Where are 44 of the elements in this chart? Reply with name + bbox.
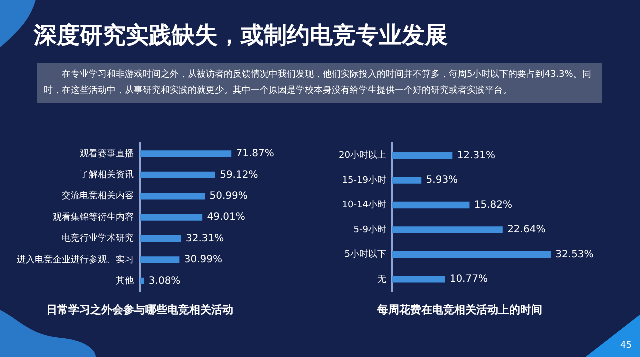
y-tick-label: 进入电竞企业进行参观、实习 bbox=[17, 254, 134, 266]
bar bbox=[392, 226, 503, 234]
bar bbox=[140, 278, 144, 285]
y-tick-label: 10-14小时 bbox=[342, 200, 386, 211]
y-tick-label: 5小时以下 bbox=[344, 249, 386, 260]
y-tick-label: 5-9小时 bbox=[354, 224, 386, 236]
data-label: 59.12% bbox=[220, 170, 258, 181]
bar bbox=[392, 276, 446, 283]
text: 45 bbox=[620, 341, 632, 351]
bar bbox=[392, 177, 422, 184]
y-tick-label: 15-19小时 bbox=[342, 174, 386, 186]
bar bbox=[140, 150, 232, 158]
data-label: 22.64% bbox=[508, 224, 546, 236]
data-label: 30.99% bbox=[184, 254, 222, 266]
data-label: 32.53% bbox=[556, 249, 594, 260]
bar bbox=[392, 251, 551, 258]
text: 日常学习之外会参与哪些电竞相关活动 bbox=[46, 303, 234, 316]
y-tick-label: 了解相关资讯 bbox=[80, 170, 134, 181]
text: 在专业学习和非游戏时间之外，从被访者的反馈情况中我们发现，他们实际投入的时间并不算多，每周5小时以下的要占到43.3%。同时，在这些活动中，从事研究和实践的就更少。其中一个原因是学校本身没有给学生提供一个好的研究或者实践平台。 bbox=[37, 63, 602, 103]
bar bbox=[140, 214, 203, 221]
y-tick-label: 交流电竞相关内容 bbox=[62, 190, 134, 202]
y-tick-label: 观看集锦等衍生内容 bbox=[53, 212, 134, 223]
text: 深度研究实践缺失，或制约电竞专业发展 bbox=[34, 22, 448, 51]
y-tick-label: 电竞行业学术研究 bbox=[62, 233, 134, 244]
data-label: 5.93% bbox=[426, 175, 458, 186]
y-tick-label: 20小时以上 bbox=[339, 150, 386, 162]
bar bbox=[392, 152, 453, 160]
data-label: 3.08% bbox=[148, 276, 181, 287]
y-tick-label: 其他 bbox=[116, 276, 134, 287]
y-tick-label: 观看赛事直播 bbox=[80, 148, 134, 160]
bar bbox=[392, 202, 470, 209]
bar bbox=[140, 235, 182, 242]
y-tick-label: 无 bbox=[377, 274, 386, 285]
data-label: 71.87% bbox=[236, 148, 274, 160]
bar bbox=[140, 193, 206, 200]
data-label: 32.31% bbox=[186, 233, 224, 244]
data-label: 12.31% bbox=[457, 150, 496, 162]
data-label: 49.01% bbox=[207, 212, 246, 224]
bar bbox=[140, 256, 180, 264]
bar bbox=[140, 172, 216, 179]
data-label: 15.82% bbox=[474, 200, 513, 211]
data-label: 10.77% bbox=[450, 274, 488, 286]
data-label: 50.99% bbox=[210, 190, 248, 202]
text: 每周花费在电竞相关活动上的时间 bbox=[376, 303, 542, 316]
